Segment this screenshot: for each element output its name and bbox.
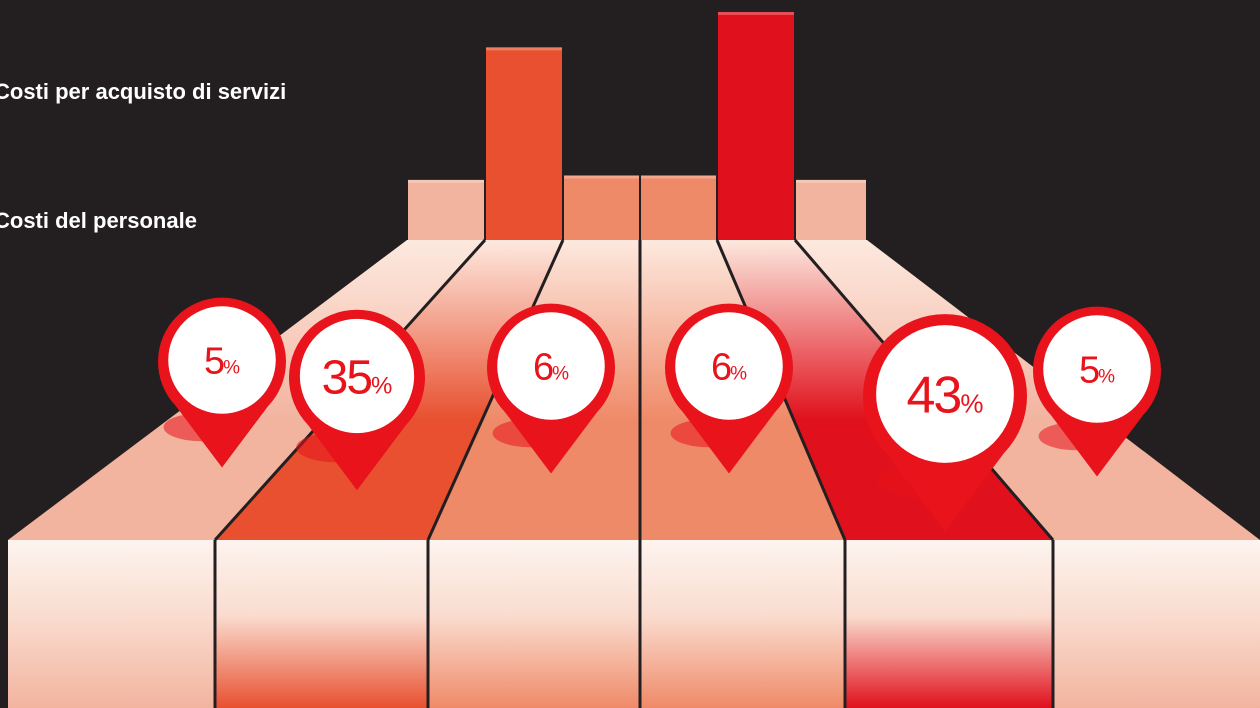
bar [486,47,562,240]
bar-highlight [718,12,794,15]
bar-front-face [428,540,640,708]
bar [718,12,794,240]
bar [796,180,866,240]
bar-front-face [215,540,428,708]
bar-highlight [641,175,716,178]
bar-highlight [408,180,484,183]
bar-highlight [486,47,562,50]
bar-front-face [8,540,215,708]
bar-highlight [564,175,639,178]
bar-highlight [796,180,866,183]
bar-front-face [845,540,1053,708]
bar-front-face [1053,540,1260,708]
bar [564,175,639,240]
bar [641,175,716,240]
bar-front-face [640,540,845,708]
bar [408,180,484,240]
